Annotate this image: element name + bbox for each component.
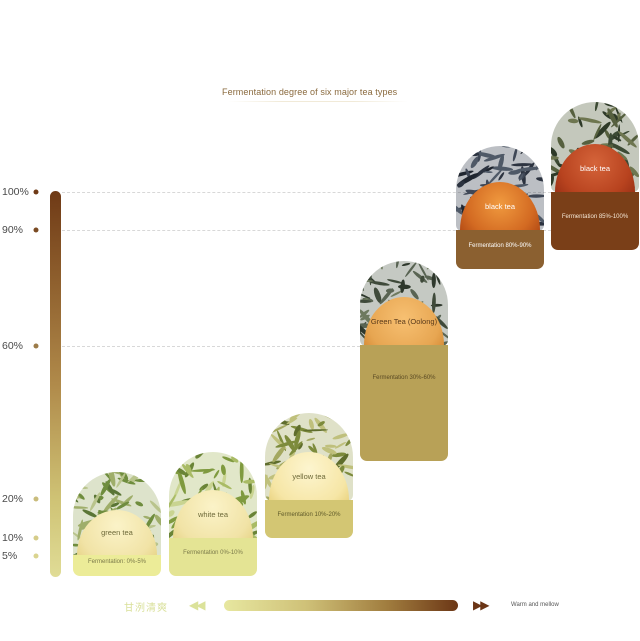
y-tick-dot: [33, 535, 39, 541]
y-tick-dot: [33, 227, 39, 233]
y-tick-dot: [33, 343, 39, 349]
fermentation-range-bar: Fermentation 30%-60%: [360, 345, 448, 461]
grid-guide-line: [62, 346, 360, 347]
x-axis-left-label: 甘洌清爽: [124, 603, 168, 614]
y-tick-dot: [33, 496, 39, 502]
tea-name-label: green tea: [101, 528, 133, 537]
tea-name-label: black tea: [484, 201, 516, 211]
chart-title: Fermentation degree of six major tea typ…: [222, 87, 398, 97]
y-tick-label: 10%: [2, 532, 24, 544]
y-tick-dot: [33, 189, 39, 195]
fermentation-range-label: Fermentation 85%-100%: [561, 214, 629, 220]
fermentation-range-label: Fermentation 30%-60%: [372, 375, 436, 381]
fermentation-range-bar: Fermentation 10%-20%: [265, 500, 353, 538]
y-tick-label: 5%: [2, 550, 18, 562]
flavor-gradient-bar: [224, 600, 458, 611]
fermentation-range-label: Fermentation 0%-10%: [183, 550, 243, 556]
y-tick-label: 60%: [2, 340, 24, 352]
y-tick-label: 20%: [2, 493, 24, 505]
y-tick-label: 90%: [2, 224, 24, 236]
fermentation-range-bar: Fermentation 80%-90%: [456, 230, 544, 269]
fermentation-range-bar: Fermentation: 0%-5%: [73, 555, 161, 576]
grid-guide-line: [62, 192, 551, 193]
tea-name-label: white tea: [197, 509, 229, 519]
x-axis-right-label: Warm and mellow: [511, 602, 559, 608]
fermentation-range-bar: Fermentation 85%-100%: [551, 192, 639, 250]
title-underline: [228, 101, 408, 102]
y-tick-label: 100%: [2, 186, 29, 198]
fermentation-range-label: Fermentation: 0%-5%: [87, 559, 147, 565]
fermentation-scale-bar: [50, 191, 61, 577]
y-tick-dot: [33, 553, 39, 559]
tea-name-label: black tea: [579, 163, 611, 173]
fermentation-range-label: Fermentation 80%-90%: [468, 242, 532, 249]
tea-name-label: Green Tea (Oolong): [370, 316, 438, 326]
tea-name-label: yellow tea: [292, 471, 326, 481]
fermentation-range-label: Fermentation 10%-20%: [277, 512, 341, 518]
arrow-right-icon: ▶▶: [473, 598, 490, 612]
grid-guide-line: [62, 230, 551, 231]
fermentation-range-bar: Fermentation 0%-10%: [169, 538, 257, 576]
arrow-left-icon: ◀◀: [189, 598, 206, 612]
